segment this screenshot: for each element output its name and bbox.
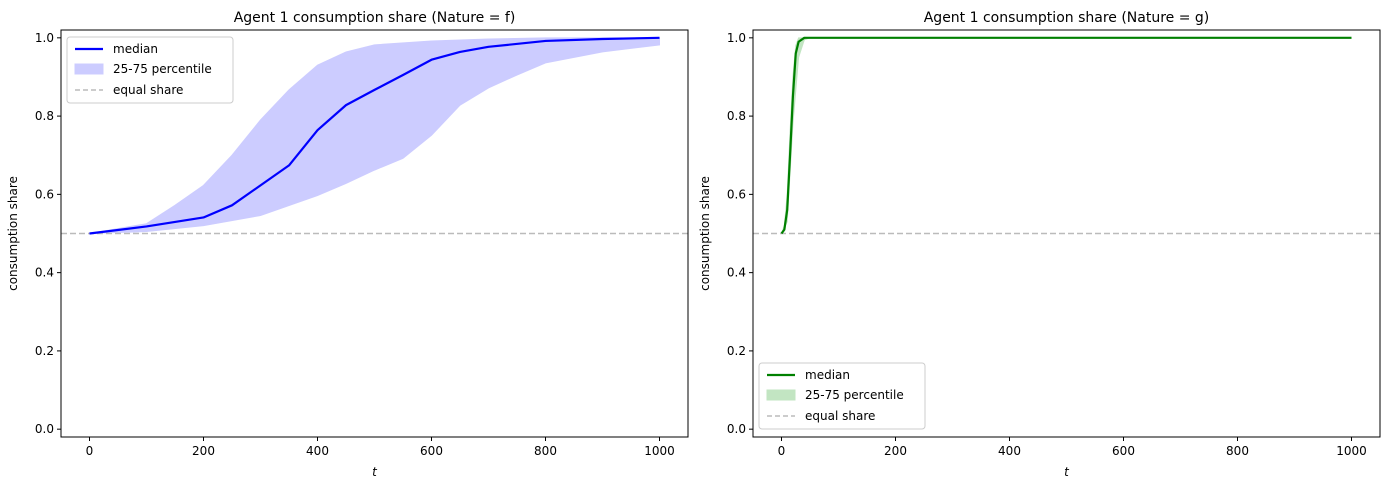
y-axis-label: consumption share bbox=[698, 176, 712, 291]
subplot-2: 0 200 400 600 800 1000 0.0 0.2 0.4 0.6 0.8 1.0 Agent… bbox=[698, 10, 1381, 479]
y-tick-label: 0.2 bbox=[35, 344, 54, 358]
y-tick-label: 0.2 bbox=[727, 344, 746, 358]
y-tick-label: 1.0 bbox=[35, 31, 54, 45]
x-tick-label: 400 bbox=[998, 444, 1021, 458]
legend-frame bbox=[66, 36, 234, 104]
percentile-band bbox=[89, 37, 660, 234]
y-tick-label: 0.0 bbox=[35, 422, 54, 436]
x-tick-label: 0 bbox=[86, 444, 94, 458]
chart-title: Agent 1 consumption share (Nature = g) bbox=[924, 10, 1210, 26]
legend: median 25-75 percentile equal share bbox=[758, 362, 926, 430]
median-line bbox=[780, 36, 1352, 235]
legend-band-label: 25-75 percentile bbox=[113, 62, 212, 76]
legend-band-swatch bbox=[766, 389, 796, 401]
y-tick-label: 0.4 bbox=[727, 266, 746, 280]
x-tick-label: 0 bbox=[778, 444, 786, 458]
x-tick-label: 1000 bbox=[1336, 444, 1367, 458]
subplot-1: 0 200 400 600 800 1000 0.0 0.2 0.4 0.6 0.8 1.0 Agent… bbox=[6, 10, 689, 479]
percentile-band bbox=[781, 37, 1352, 234]
y-tick-label: 1.0 bbox=[727, 31, 746, 45]
x-tick-label: 400 bbox=[306, 444, 329, 458]
axes-frame bbox=[60, 29, 689, 438]
x-tick-label: 600 bbox=[420, 444, 443, 458]
x-tick-label: 200 bbox=[192, 444, 215, 458]
x-axis-label: t bbox=[372, 465, 378, 479]
legend-median-label: median bbox=[805, 368, 850, 382]
legend-frame bbox=[758, 362, 926, 430]
x-tick-label: 200 bbox=[884, 444, 907, 458]
legend-equal-label: equal share bbox=[805, 409, 875, 423]
x-tick-label: 600 bbox=[1112, 444, 1135, 458]
legend-median-label: median bbox=[113, 42, 158, 56]
axes-frame bbox=[752, 29, 1381, 438]
y-axis-label: consumption share bbox=[6, 176, 20, 291]
x-tick-label: 800 bbox=[534, 444, 557, 458]
y-tick-label: 0.4 bbox=[35, 266, 54, 280]
legend-band-label: 25-75 percentile bbox=[805, 388, 904, 402]
legend: median 25-75 percentile equal share bbox=[66, 36, 234, 104]
y-tick-label: 0.6 bbox=[727, 187, 746, 201]
y-tick-label: 0.0 bbox=[727, 422, 746, 436]
x-axis-label: t bbox=[1064, 465, 1070, 479]
x-tick-label: 800 bbox=[1226, 444, 1249, 458]
y-tick-label: 0.6 bbox=[35, 187, 54, 201]
x-tick-label: 1000 bbox=[644, 444, 675, 458]
legend-equal-label: equal share bbox=[113, 83, 183, 97]
legend-band-swatch bbox=[74, 63, 104, 75]
y-tick-label: 0.8 bbox=[727, 109, 746, 123]
median-line bbox=[89, 36, 660, 235]
y-tick-label: 0.8 bbox=[35, 109, 54, 123]
chart-title: Agent 1 consumption share (Nature = f) bbox=[234, 10, 516, 26]
